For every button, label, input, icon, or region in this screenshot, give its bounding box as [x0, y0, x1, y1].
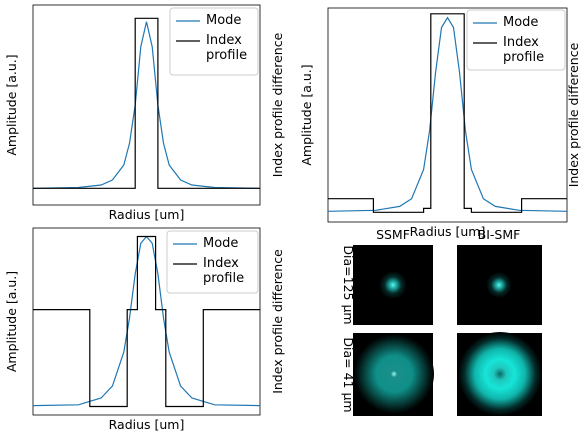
mode-spot: [486, 272, 512, 298]
mode-spot: [379, 271, 407, 299]
mode-spot: [458, 332, 542, 416]
mode-spot: [354, 334, 434, 414]
column-label: SSMF: [376, 227, 410, 242]
legend-label: Mode: [503, 15, 563, 30]
figure: SSMF BI-SMF Dia=125 μm Dia= 41 μm Radius…: [0, 0, 584, 439]
y-axis-label: Amplitude [a.u.]: [299, 64, 314, 165]
legend-label: Index profile: [206, 33, 256, 63]
y-axis-label: Amplitude [a.u.]: [4, 271, 19, 372]
x-axis-label: Radius [um]: [109, 417, 185, 432]
legend-label: Mode: [203, 236, 256, 251]
legend-label: Index profile: [203, 256, 256, 286]
y-axis-label: Amplitude [a.u.]: [4, 54, 19, 155]
legend-label: Mode: [206, 13, 256, 28]
y2-axis-label: Index profile difference: [566, 42, 581, 187]
x-axis-label: Radius [um]: [109, 207, 185, 222]
legend-entry: Index profile: [206, 33, 256, 67]
legend-entry: Index profile: [203, 256, 256, 290]
legend-label: Index profile: [503, 35, 563, 65]
x-axis-label: Radius [um]: [410, 224, 486, 239]
y2-axis-label: Index profile difference: [270, 249, 285, 394]
chart: SSMF BI-SMF Dia=125 μm Dia= 41 μm Radius…: [0, 0, 584, 439]
legend-entry: Index profile: [503, 35, 563, 69]
y2-axis-label: Index profile difference: [270, 32, 285, 177]
